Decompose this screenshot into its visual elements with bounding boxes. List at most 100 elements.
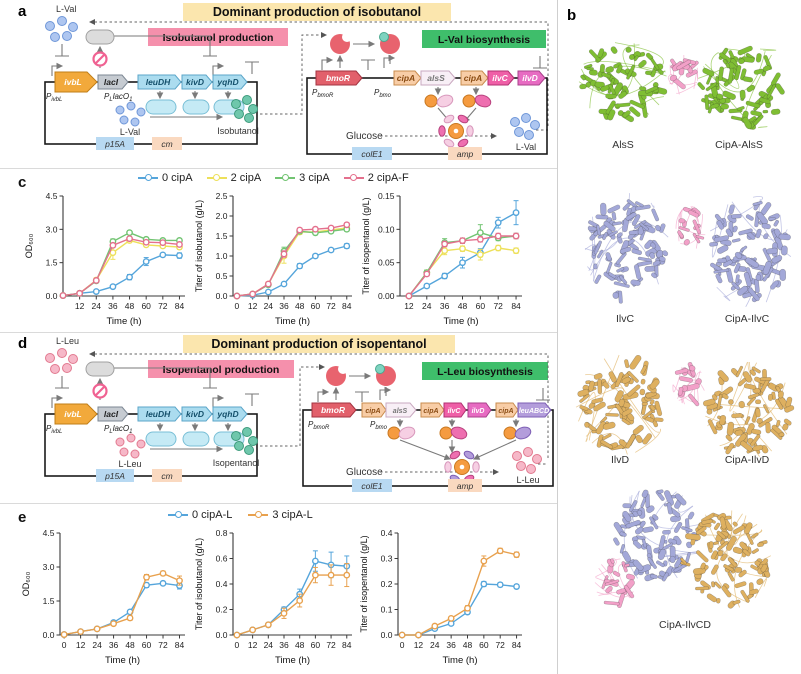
lval-cluster-in-plasmid: [115, 101, 146, 127]
gene-arrow-ivbl: [54, 71, 98, 93]
marker2-label: amp: [457, 481, 474, 491]
gene-label-cipa2: cipA: [464, 73, 482, 83]
gene-arrow-laci: [97, 74, 129, 90]
gene-arrow-ivbl: [54, 403, 98, 425]
gene-label-cipa2: cipA: [423, 408, 438, 415]
feedback-metabolite-label: L-Val: [56, 4, 76, 14]
legend-label: 3 cipA-L: [272, 509, 313, 521]
promoter-pbmor: PbmoR: [308, 420, 330, 431]
product2-label: L-Leu: [516, 475, 539, 485]
svg-text:4.5: 4.5: [46, 191, 58, 201]
svg-text:Time (h): Time (h): [105, 655, 140, 666]
gene-label-ilvc: ilvC: [448, 408, 462, 415]
panel-c-legend: 0 cipA 2 cipA 3 cipA 2 cipA-F: [138, 172, 409, 184]
panel-label-b: b: [567, 7, 576, 24]
svg-text:84: 84: [511, 301, 521, 311]
svg-text:0: 0: [235, 640, 240, 650]
svg-text:0.0: 0.0: [216, 291, 228, 301]
svg-text:1.0: 1.0: [216, 251, 228, 261]
svg-text:0.0: 0.0: [43, 630, 55, 640]
gene-label-ilvd: ilvD: [522, 73, 538, 83]
panel-d-diagram: d Dominant production of isopentanol Iso…: [18, 335, 554, 492]
ori2-chip: [352, 479, 392, 492]
marker2-label: amp: [457, 149, 474, 159]
column-divider: [557, 0, 558, 674]
panel-label-c: c: [18, 174, 27, 191]
isobutanol-cluster-icon: [231, 95, 258, 123]
lleu-product-cluster-icon: [512, 447, 542, 474]
svg-text:0: 0: [235, 301, 240, 311]
production-box: [148, 360, 294, 378]
ori2-label: colE1: [361, 481, 383, 491]
svg-text:84: 84: [342, 640, 352, 650]
legend-label: 2 cipA-F: [367, 172, 409, 184]
marker2-chip: [448, 479, 482, 492]
legend-label: 0 cipA: [162, 172, 193, 184]
svg-text:1.5: 1.5: [43, 596, 55, 606]
gene-label-cipa3: cipA: [498, 408, 513, 415]
gene-arrow-ilvc: [487, 70, 515, 86]
laci-protein-icon: [85, 29, 115, 45]
chart-od600-c: 0.0 1.5 3.0 4.5 12 24 36 48 60 72 84 Time (h) OD₆₀₀: [23, 190, 191, 333]
svg-text:84: 84: [342, 301, 352, 311]
scaffold-complex-icon: [438, 114, 474, 148]
svg-text:0.0: 0.0: [381, 630, 393, 640]
cipa-ilvc-pair-icon: [462, 94, 492, 108]
gene-label-bmor: bmoR: [321, 405, 346, 415]
dashed-connectors: [89, 19, 549, 139]
svg-text:72: 72: [158, 301, 168, 311]
panel-a: a Dominant production of isobutanol Isob…: [0, 0, 557, 168]
svg-text:0.1: 0.1: [381, 605, 393, 615]
svg-text:Titer of isopentanol (g/L): Titer of isopentanol (g/L): [359, 535, 369, 632]
chart-od600-e: 0.0 1.5 3.0 4.5 0 12 24 36 48 60 72 84 Time (h) OD₆₀₀: [20, 527, 191, 672]
series-marker-icon: [168, 511, 188, 520]
panel-e-legend: 0 cipA-L 3 cipA-L: [168, 509, 313, 521]
chart-isopentanol-c: 0.00 0.05 0.10 0.15 12 24 36 48 60 72 84 Time (h) Ti…: [360, 190, 528, 333]
gene-label-alss: alsS: [393, 408, 408, 415]
legend-item: 2 cipA: [206, 172, 261, 184]
svg-text:0: 0: [400, 640, 405, 650]
svg-text:48: 48: [295, 301, 305, 311]
gene-label-leudh: leuDH: [146, 77, 171, 87]
structure-label-ilvd: IlvD: [611, 454, 630, 466]
protein-structure-ilvd: [575, 354, 664, 455]
biosynthesis-label: L-Leu biosynthesis: [437, 366, 533, 378]
cipa-alss-pair-icon: [424, 94, 454, 108]
metabolite-label: L-Leu: [118, 459, 141, 469]
gene-label-yqhd: yqhD: [216, 77, 238, 87]
gene-arrow-yqhd: [212, 74, 248, 90]
svg-text:72: 72: [158, 640, 168, 650]
gene-label-leudh: leuDH: [146, 409, 171, 419]
panel-b-structures: b AlsS CipA-AlsS IlvC CipA-IlvC IlvD Cip…: [567, 7, 795, 631]
gene-label-ilvc: ilvC: [492, 73, 508, 83]
marker2-chip: [448, 147, 482, 160]
protein-structure-ilvcd-cipa: [594, 557, 635, 609]
panel-e: e 0 cipA-L 3 cipA-L 0.0 1.5 3.0 4.5 0 12 24 36 4…: [0, 503, 557, 674]
panel-label-e: e: [18, 509, 27, 526]
svg-text:1.5: 1.5: [216, 231, 228, 241]
structure-label-cipa-ilvd: CipA-IlvD: [725, 454, 770, 466]
lval-product-cluster-icon: [510, 113, 540, 140]
separator: [0, 168, 557, 169]
gene-label-yqhd: yqhD: [216, 409, 238, 419]
svg-text:48: 48: [458, 301, 468, 311]
svg-text:12: 12: [248, 640, 258, 650]
svg-text:60: 60: [141, 301, 151, 311]
lleu-cluster-in-plasmid: [115, 433, 146, 459]
svg-text:84: 84: [175, 301, 185, 311]
gene-label-leuabcd: leuABCD: [519, 408, 549, 415]
marker-chip: [152, 137, 182, 150]
gene-arrow-cipa2: [420, 402, 445, 418]
svg-text:Time (h): Time (h): [443, 316, 478, 327]
protein-structure-ilvcd-d: [680, 510, 772, 609]
ori-chip: [96, 137, 134, 150]
svg-text:Titer of isopentanol (g/L): Titer of isopentanol (g/L): [361, 197, 371, 294]
svg-text:0.15: 0.15: [378, 191, 395, 201]
separator: [0, 503, 557, 504]
svg-text:0.10: 0.10: [378, 224, 395, 234]
svg-text:24: 24: [264, 640, 274, 650]
svg-text:12: 12: [404, 301, 414, 311]
product2-label: L-Val: [516, 142, 536, 152]
ori-chip: [96, 469, 134, 482]
svg-text:72: 72: [326, 301, 336, 311]
